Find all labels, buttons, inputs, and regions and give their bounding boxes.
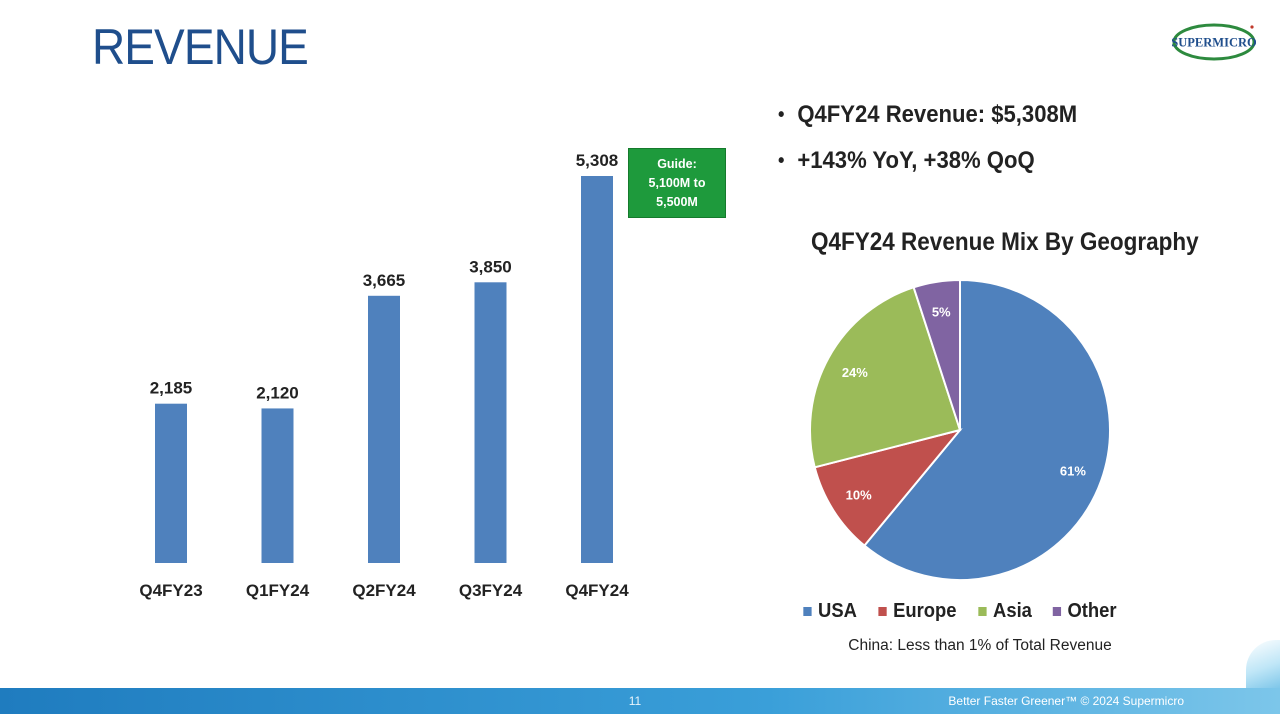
bullet-dot-icon: • [778, 149, 785, 172]
legend-swatch [878, 607, 887, 616]
page-title: REVENUE [92, 19, 309, 75]
pie-slice-label: 5% [932, 304, 951, 319]
bar-q2fy24 [368, 295, 400, 563]
bullet-dot-icon: • [778, 103, 785, 126]
bar-value-label: 3,850 [469, 257, 512, 276]
x-tick-label: Q4FY23 [139, 581, 202, 600]
x-tick-label: Q3FY24 [459, 581, 523, 600]
guide-line: Guide: [657, 156, 697, 171]
china-revenue-note: China: Less than 1% of Total Revenue [848, 637, 1112, 654]
guide-line: 5,500M [656, 194, 698, 209]
pie-slice-label: 24% [842, 365, 868, 380]
legend-swatch [1052, 607, 1062, 616]
legend-label: USA [817, 600, 857, 622]
x-tick-label: Q4FY24 [565, 581, 629, 600]
bullet-item: • +143% YoY, +38% QoQ [778, 138, 1077, 184]
guidance-box: Guide: 5,100M to 5,500M [628, 148, 726, 218]
bullet-item: • Q4FY24 Revenue: $5,308M [778, 92, 1077, 138]
bar-value-label: 2,185 [150, 379, 193, 398]
legend-item-europe: Europe [878, 600, 956, 623]
footer-tagline: Better Faster Greener™ © 2024 Supermicro [948, 694, 1184, 708]
footer-bar: 11 Better Faster Greener™ © 2024 Supermi… [0, 688, 1280, 714]
legend-item-other: Other [1052, 600, 1117, 623]
bar-q4fy24 [581, 176, 613, 563]
legend-item-usa: USA [802, 600, 857, 623]
x-tick-label: Q2FY24 [352, 581, 416, 600]
pie-slice-label: 61% [1060, 464, 1086, 479]
pie-slice-usa [862, 278, 1111, 581]
pie-slice-asia [809, 286, 962, 469]
pie-slice-label: 10% [846, 487, 872, 502]
bar-value-label: 2,120 [256, 383, 299, 402]
legend-label: Other [1067, 600, 1117, 622]
legend-item-asia: Asia [978, 600, 1032, 623]
legend-label: Europe [892, 600, 957, 622]
guide-line: 5,100M to [648, 175, 706, 190]
bullet-list: • Q4FY24 Revenue: $5,308M • +143% YoY, +… [778, 92, 1103, 184]
supermicro-logo: SUPERMICRO [1172, 23, 1256, 61]
revenue-bar-chart: 2,185 Q4FY23 2,120 Q1FY24 3,665 Q2FY24 3,850 Q3… [139, 151, 629, 600]
legend-swatch [978, 607, 987, 616]
bar-value-label: 5,308 [576, 151, 619, 170]
logo-text: SUPERMICRO [1172, 36, 1256, 50]
pie-slice-other [912, 278, 961, 431]
x-tick-label: Q1FY24 [246, 581, 310, 600]
page-number: 11 [628, 694, 642, 708]
legend-swatch [802, 607, 812, 616]
bar-q3fy24 [474, 282, 507, 563]
pie-legend: USA Europe Asia Other [760, 600, 1160, 623]
bar-value-label: 3,665 [363, 271, 406, 290]
pie-chart-title: Q4FY24 Revenue Mix By Geography [811, 228, 1199, 256]
bar-q4fy23 [155, 403, 187, 563]
legend-label: Asia [992, 600, 1032, 622]
bar-q1fy24 [261, 408, 294, 563]
bullet-text: Q4FY24 Revenue: $5,308M [797, 101, 1078, 128]
geography-pie-chart: 61% 10% 24% 5% [809, 278, 1111, 581]
bullet-text: +143% YoY, +38% QoQ [797, 147, 1035, 174]
